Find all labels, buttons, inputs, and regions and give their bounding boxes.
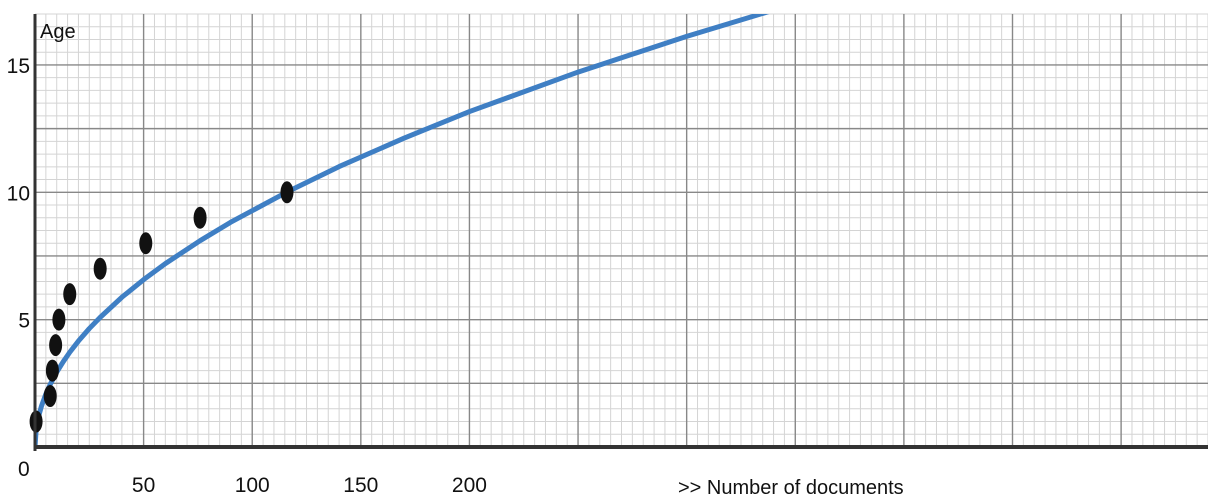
y-tick-label: 5 bbox=[18, 310, 30, 333]
x-tick-label: 200 bbox=[452, 474, 487, 497]
data-point bbox=[43, 385, 57, 408]
data-point bbox=[193, 206, 207, 229]
y-tick-label: 15 bbox=[7, 55, 30, 78]
data-point bbox=[93, 257, 107, 280]
x-tick-label: 100 bbox=[235, 474, 270, 497]
minor-grid bbox=[35, 13, 1208, 447]
x-tick-label: 50 bbox=[132, 474, 155, 497]
data-point bbox=[45, 359, 59, 382]
x-tick-label: 0 bbox=[18, 458, 30, 481]
data-point bbox=[280, 181, 294, 204]
axes bbox=[33, 14, 1208, 451]
data-point bbox=[63, 283, 77, 306]
data-point bbox=[52, 308, 66, 331]
x-axis-title: >> Number of documents bbox=[678, 477, 904, 499]
major-grid bbox=[35, 14, 1208, 447]
tick-labels: 0 50 100 150 200 5 10 15 bbox=[7, 55, 487, 497]
data-point bbox=[139, 232, 153, 255]
y-tick-label: 10 bbox=[7, 182, 30, 205]
data-point bbox=[49, 334, 63, 357]
x-tick-label: 150 bbox=[343, 474, 378, 497]
y-axis-title: Age bbox=[40, 21, 76, 43]
